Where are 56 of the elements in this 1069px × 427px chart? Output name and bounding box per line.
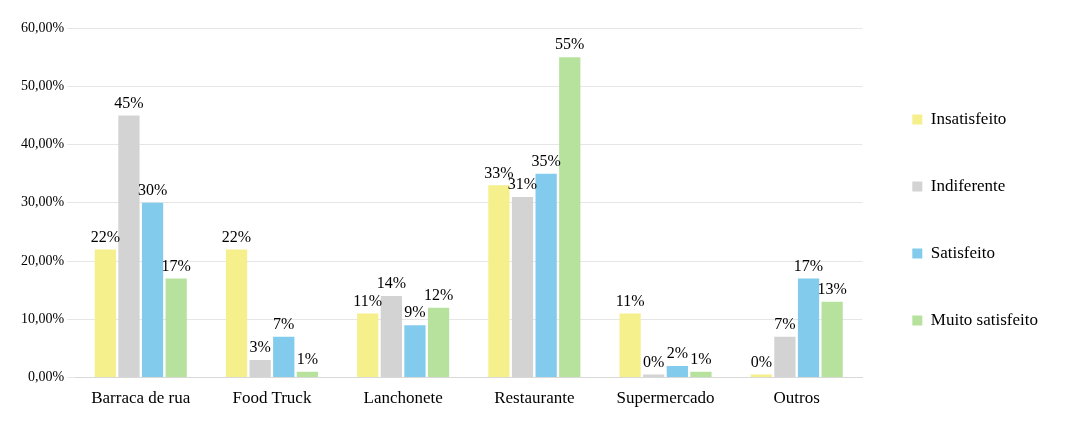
x-tick-label: Outros [773,388,820,408]
data-label: 11% [353,291,383,309]
data-label: 3% [249,338,271,356]
bar [535,173,557,378]
bar [619,313,641,378]
bar [273,336,295,378]
y-tick-label: 50,00% [20,77,65,93]
data-label: 13% [817,280,847,298]
y-tick-label: 10,00% [20,311,65,327]
y-tick-label: 40,00% [20,136,65,152]
bar [797,278,820,378]
bar [225,249,248,378]
data-label: 0% [643,352,665,370]
data-label: 17% [793,256,824,274]
data-label: 0% [750,352,772,370]
x-tick-label: Supermercado [616,388,715,408]
bar [666,365,688,378]
bar [559,57,581,378]
x-tick-label: Restaurante [494,388,575,408]
legend-label: Insatisfeito [930,108,1007,128]
data-label: 22% [90,227,120,245]
legend-label: Muito satisfeito [930,309,1039,329]
data-label: 22% [221,227,252,245]
bar [165,278,187,378]
data-label: 2% [666,344,688,362]
bar [427,307,450,378]
data-label: 7% [273,315,295,333]
x-tick-label: Lanchonete [363,388,443,408]
y-tick-label: 60,00% [20,19,65,35]
x-tick-label: Barraca de rua [91,388,191,408]
y-tick-label: 20,00% [20,252,65,268]
data-label: 17% [161,256,191,274]
data-label: 14% [376,274,406,292]
bar [488,185,510,378]
bar [821,301,843,378]
data-label: 30% [137,181,168,198]
data-label: 7% [774,315,796,333]
legend-label: Indiferente [930,175,1006,195]
y-tick-label: 0,00% [27,369,65,385]
bar [141,202,164,378]
bar [404,325,426,378]
bar [690,371,712,378]
bar [357,313,379,378]
data-label: 11% [615,291,645,309]
data-label: 9% [404,303,426,321]
bar [296,371,318,378]
data-label: 12% [423,285,454,303]
y-tick-label: 30,00% [20,194,65,210]
x-tick-label: Food Truck [232,388,312,408]
data-label: 45% [114,93,144,111]
data-label: 55% [555,35,585,53]
legend-label: Satisfeito [930,242,996,262]
bar [94,249,116,378]
data-label: 35% [531,151,561,169]
data-label: 1% [296,349,319,367]
data-label: 1% [690,349,712,367]
